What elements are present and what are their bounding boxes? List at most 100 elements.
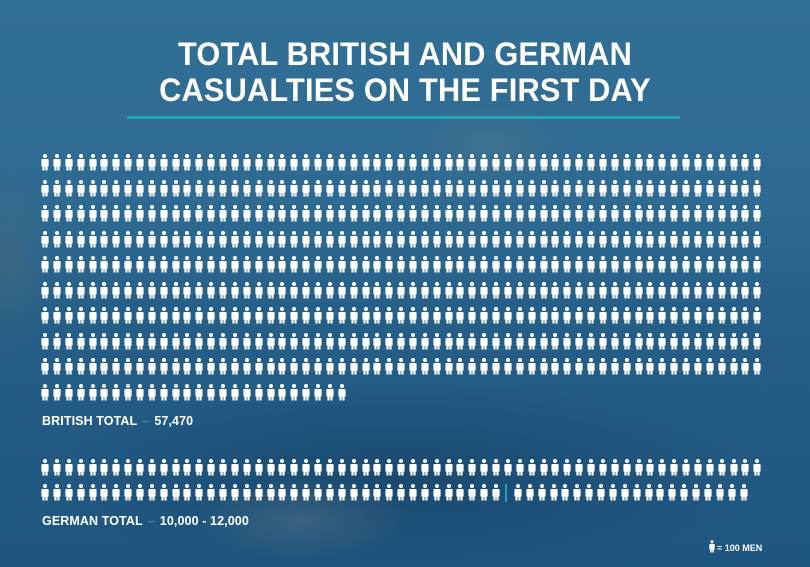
person-icon: [433, 358, 441, 375]
person-icon: [385, 281, 393, 299]
person-icon: [373, 179, 381, 197]
person-icon: [621, 484, 629, 501]
person-icon: [397, 459, 405, 476]
person-icon: [53, 459, 61, 476]
person-icon: [634, 179, 643, 197]
person-icon: [136, 256, 144, 273]
person-icon: [504, 358, 512, 375]
person-icon: [100, 358, 108, 375]
person-icon: [634, 307, 643, 324]
person-icon: [528, 281, 536, 299]
person-icon: [468, 459, 476, 476]
person-icon: [516, 154, 524, 171]
person-icon: [739, 484, 748, 501]
person-icon: [349, 281, 358, 299]
person-icon: [53, 332, 61, 350]
person-icon: [682, 154, 690, 171]
person-icon: [136, 230, 144, 248]
person-icon: [326, 281, 334, 299]
person-icon: [563, 358, 571, 375]
person-icon: [409, 205, 417, 222]
person-icon: [385, 154, 393, 171]
person-icon: [573, 484, 581, 501]
person-icon: [243, 205, 251, 222]
person-icon: [516, 332, 524, 350]
person-icon: [88, 154, 97, 171]
person-icon: [551, 307, 559, 324]
person-icon: [160, 484, 168, 501]
person-icon: [587, 230, 595, 248]
person-icon: [100, 205, 108, 222]
person-icon: [551, 154, 559, 171]
person-icon: [504, 459, 512, 476]
person-icon: [456, 358, 464, 375]
person-icon: [76, 332, 85, 350]
person-icon: [231, 459, 239, 476]
person-icon: [243, 383, 251, 401]
person-icon: [397, 154, 405, 171]
person-icon: [409, 281, 417, 299]
person-icon: [112, 256, 120, 273]
person-icon: [338, 205, 346, 222]
person-icon: [255, 205, 263, 222]
person-icon: [421, 281, 429, 299]
person-icon: [373, 459, 381, 476]
person-icon: [171, 154, 180, 171]
person-icon: [741, 179, 749, 197]
person-icon: [124, 179, 132, 197]
person-icon: [480, 256, 488, 273]
person-icon: [373, 332, 381, 350]
person-icon: [338, 484, 346, 501]
person-icon: [219, 358, 227, 375]
person-icon: [326, 383, 334, 401]
person-icon: [658, 256, 666, 273]
person-icon: [195, 179, 203, 197]
person-icon: [207, 358, 215, 375]
person-icon: [76, 383, 85, 401]
person-icon: [741, 256, 749, 273]
person-icon: [599, 256, 607, 273]
person-icon: [409, 484, 417, 501]
person-icon: [195, 332, 203, 350]
person-icon: [171, 383, 180, 401]
person-icon: [646, 230, 654, 248]
person-icon: [741, 230, 749, 248]
person-icon: [504, 281, 512, 299]
person-icon: [207, 484, 215, 501]
person-icon: [682, 179, 690, 197]
person-icon: [160, 307, 168, 324]
person-icon: [219, 205, 227, 222]
person-icon: [385, 256, 393, 273]
person-icon: [646, 459, 654, 476]
person-icon: [266, 332, 275, 350]
person-icon: [528, 358, 536, 375]
person-icon: [741, 307, 749, 324]
person-icon: [717, 154, 726, 171]
person-icon: [41, 256, 49, 273]
person-icon: [646, 281, 654, 299]
person-icon: [219, 154, 227, 171]
person-icon: [409, 179, 417, 197]
person-icon: [314, 307, 322, 324]
person-icon: [124, 484, 132, 501]
person-icon: [326, 179, 334, 197]
person-icon: [243, 179, 251, 197]
person-icon: [160, 205, 168, 222]
person-icon: [148, 358, 156, 375]
person-icon: [646, 154, 654, 171]
person-icon: [255, 383, 263, 401]
person-icon: [171, 358, 180, 375]
person-icon: [231, 205, 239, 222]
person-icon: [278, 230, 286, 248]
person-icon: [88, 256, 97, 273]
person-icon: [100, 230, 108, 248]
person-icon: [670, 154, 678, 171]
person-icon: [587, 179, 595, 197]
person-icon: [717, 179, 726, 197]
person-icon: [266, 230, 275, 248]
person-icon: [41, 179, 49, 197]
person-icon: [717, 332, 726, 350]
person-icon: [266, 358, 275, 375]
person-icon: [611, 179, 619, 197]
person-icon: [456, 484, 464, 501]
